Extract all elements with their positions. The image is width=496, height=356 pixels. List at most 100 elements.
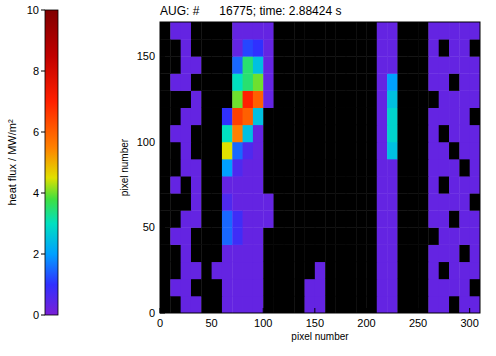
heat-cell bbox=[294, 245, 305, 263]
heat-cell bbox=[459, 245, 470, 263]
heat-cell bbox=[232, 296, 243, 313]
heat-cell bbox=[212, 245, 223, 263]
heat-cell bbox=[449, 262, 460, 280]
heat-cell bbox=[201, 296, 212, 313]
heat-cell bbox=[305, 176, 316, 194]
heat-cell bbox=[470, 39, 480, 57]
heat-cell bbox=[387, 90, 398, 108]
heat-cell bbox=[418, 193, 429, 211]
heat-cell bbox=[397, 90, 408, 108]
heat-cell bbox=[253, 125, 264, 143]
heat-cell bbox=[377, 73, 388, 91]
heat-cell bbox=[181, 73, 192, 91]
heat-cell bbox=[243, 22, 254, 40]
heat-cell bbox=[377, 176, 388, 194]
heat-cell bbox=[232, 227, 243, 245]
x-tick bbox=[263, 308, 264, 313]
heat-cell bbox=[377, 39, 388, 57]
heat-cell bbox=[418, 22, 429, 40]
heat-cell bbox=[191, 227, 202, 245]
heat-cell bbox=[274, 227, 285, 245]
heat-cell bbox=[284, 142, 295, 160]
heat-cell bbox=[470, 142, 480, 160]
heat-cell bbox=[315, 39, 326, 57]
heat-cell bbox=[274, 193, 285, 211]
heat-cell bbox=[315, 279, 326, 297]
heat-cell bbox=[305, 142, 316, 160]
heat-cell bbox=[439, 176, 450, 194]
heat-cell bbox=[418, 73, 429, 91]
heat-cell bbox=[356, 125, 367, 143]
heat-cell bbox=[232, 279, 243, 297]
x-tick-label: 200 bbox=[357, 317, 375, 329]
heat-cell bbox=[191, 125, 202, 143]
heat-cell bbox=[408, 108, 419, 126]
heat-cell bbox=[181, 279, 192, 297]
heat-cell bbox=[284, 227, 295, 245]
heat-cell bbox=[284, 73, 295, 91]
heat-cell bbox=[346, 245, 357, 263]
heat-cell bbox=[387, 56, 398, 74]
x-tick-label: 50 bbox=[205, 317, 217, 329]
heat-cell bbox=[325, 90, 336, 108]
heat-cell bbox=[243, 227, 254, 245]
heat-cell bbox=[305, 125, 316, 143]
heat-cell bbox=[222, 56, 233, 74]
heat-cell bbox=[181, 22, 192, 40]
heat-cell bbox=[325, 279, 336, 297]
heat-cell bbox=[439, 56, 450, 74]
heat-cell bbox=[222, 125, 233, 143]
heat-cell bbox=[201, 90, 212, 108]
heat-cell bbox=[232, 90, 243, 108]
heat-cell bbox=[181, 210, 192, 228]
heat-cell bbox=[253, 56, 264, 74]
heat-cell bbox=[418, 176, 429, 194]
heat-cell bbox=[201, 245, 212, 263]
y-axis-title: pixel number bbox=[119, 138, 130, 196]
heat-cell bbox=[274, 56, 285, 74]
heat-cell bbox=[160, 210, 171, 228]
heat-cell bbox=[459, 210, 470, 228]
heat-cell bbox=[470, 279, 480, 297]
heat-cell bbox=[459, 108, 470, 126]
heat-cell bbox=[243, 56, 254, 74]
chart: 050100150200250300050100150pixel numberp… bbox=[0, 0, 496, 356]
heat-cell bbox=[449, 193, 460, 211]
heat-cell bbox=[274, 90, 285, 108]
heat-cell bbox=[356, 159, 367, 177]
heat-cell bbox=[253, 176, 264, 194]
heat-cell bbox=[366, 227, 377, 245]
heat-cell bbox=[305, 262, 316, 280]
heat-cell bbox=[428, 227, 439, 245]
heat-cell bbox=[263, 176, 274, 194]
heat-cell bbox=[181, 108, 192, 126]
heat-cell bbox=[294, 108, 305, 126]
heat-cell bbox=[191, 90, 202, 108]
x-tick-label: 0 bbox=[157, 317, 163, 329]
heat-cell bbox=[253, 90, 264, 108]
heat-cell bbox=[418, 159, 429, 177]
heat-cell bbox=[470, 125, 480, 143]
heat-cell bbox=[387, 176, 398, 194]
heat-cell bbox=[408, 210, 419, 228]
heat-cell bbox=[305, 22, 316, 40]
heat-cell bbox=[170, 245, 181, 263]
heat-cell bbox=[449, 245, 460, 263]
heat-cell bbox=[470, 159, 480, 177]
heat-cell bbox=[428, 22, 439, 40]
heat-cell bbox=[325, 159, 336, 177]
heat-cell bbox=[263, 56, 274, 74]
heat-cell bbox=[397, 73, 408, 91]
heat-cell bbox=[201, 56, 212, 74]
heat-cell bbox=[191, 262, 202, 280]
heat-cell bbox=[325, 56, 336, 74]
heat-cell bbox=[191, 210, 202, 228]
heat-cell bbox=[459, 90, 470, 108]
heat-cell bbox=[356, 227, 367, 245]
heat-cell bbox=[243, 108, 254, 126]
heat-cell bbox=[449, 108, 460, 126]
heat-cell bbox=[181, 245, 192, 263]
heat-cell bbox=[243, 125, 254, 143]
heat-cell bbox=[170, 142, 181, 160]
x-tick bbox=[314, 308, 315, 313]
